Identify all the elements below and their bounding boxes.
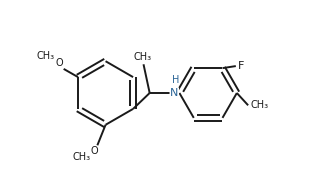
Text: O: O bbox=[91, 146, 98, 156]
Text: F: F bbox=[238, 61, 244, 71]
Text: N: N bbox=[170, 88, 178, 98]
Text: CH₃: CH₃ bbox=[133, 52, 152, 62]
Text: CH₃: CH₃ bbox=[37, 51, 55, 61]
Text: CH₃: CH₃ bbox=[72, 153, 90, 163]
Text: H: H bbox=[171, 75, 179, 85]
Text: CH₃: CH₃ bbox=[250, 100, 268, 110]
Text: O: O bbox=[55, 58, 63, 68]
